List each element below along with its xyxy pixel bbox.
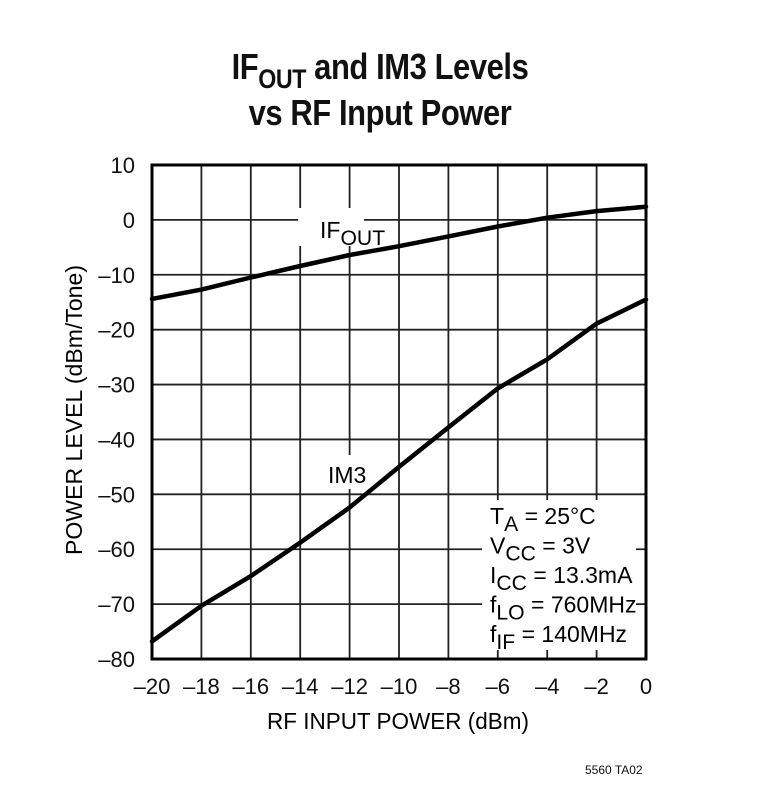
curves — [149, 204, 649, 644]
title-if: IF — [231, 46, 259, 87]
x-tick-label: –20 — [134, 674, 171, 699]
ifout-label-bg — [298, 208, 364, 246]
y-tick-labels: 10 0 –10 –20 –30 –40 –50 –60 –70 –80 — [98, 153, 135, 672]
title-rest: and IM3 Levels — [305, 46, 529, 87]
condition-line: fIF = 140MHz — [490, 621, 627, 654]
conditions-bg — [482, 500, 636, 650]
ifout-label-text: IFOUT — [320, 217, 385, 250]
im3-label-bg — [318, 455, 370, 489]
y-tick-label: –60 — [98, 537, 135, 562]
chart-title-line2: vs RF Input Power — [248, 92, 512, 133]
y-axis-label: POWER LEVEL (dBm/Tone) — [61, 265, 87, 555]
im3-label-text: IM3 — [328, 462, 366, 488]
title-out-subscript: OUT — [258, 64, 306, 94]
x-tick-label: 0 — [640, 674, 652, 699]
y-tick-label: –80 — [98, 647, 135, 672]
y-tick-label: 10 — [111, 153, 135, 178]
x-tick-label: –6 — [486, 674, 510, 699]
plot-frame — [150, 163, 648, 661]
x-tick-label: –12 — [331, 674, 368, 699]
series-im3-line — [149, 297, 649, 644]
x-tick-label: –10 — [381, 674, 418, 699]
y-tick-label: –40 — [98, 427, 135, 452]
x-axis-label: RF INPUT POWER (dBm) — [267, 708, 529, 734]
y-tick-label: 0 — [123, 208, 135, 233]
condition-line: VCC = 3V — [490, 533, 591, 566]
y-tick-label: –30 — [98, 373, 135, 398]
condition-line: TA = 25°C — [490, 503, 596, 536]
x-tick-label: –18 — [183, 674, 220, 699]
x-tick-label: –2 — [584, 674, 608, 699]
grid — [150, 163, 648, 661]
series-ifout-line — [149, 204, 649, 302]
ifout-curve-label: IFOUT — [320, 217, 385, 250]
figure-id: 5560 TA02 — [585, 763, 643, 777]
x-tick-label: –8 — [436, 674, 460, 699]
condition-line: fLO = 760MHz — [490, 592, 636, 625]
im3-curve-label: IM3 — [328, 462, 366, 488]
y-tick-label: –50 — [98, 482, 135, 507]
y-tick-label: –20 — [98, 318, 135, 343]
condition-line: ICC = 13.3mA — [490, 562, 633, 595]
y-tick-label: –10 — [98, 263, 135, 288]
x-tick-label: –14 — [282, 674, 319, 699]
chart-title-line1: IFOUT and IM3 Levels — [53, 46, 707, 94]
x-tick-label: –4 — [535, 674, 559, 699]
x-tick-label: –16 — [232, 674, 269, 699]
y-tick-label: –70 — [98, 592, 135, 617]
x-tick-labels: –20 –18 –16 –14 –12 –10 –8 –6 –4 –2 0 — [134, 674, 652, 699]
